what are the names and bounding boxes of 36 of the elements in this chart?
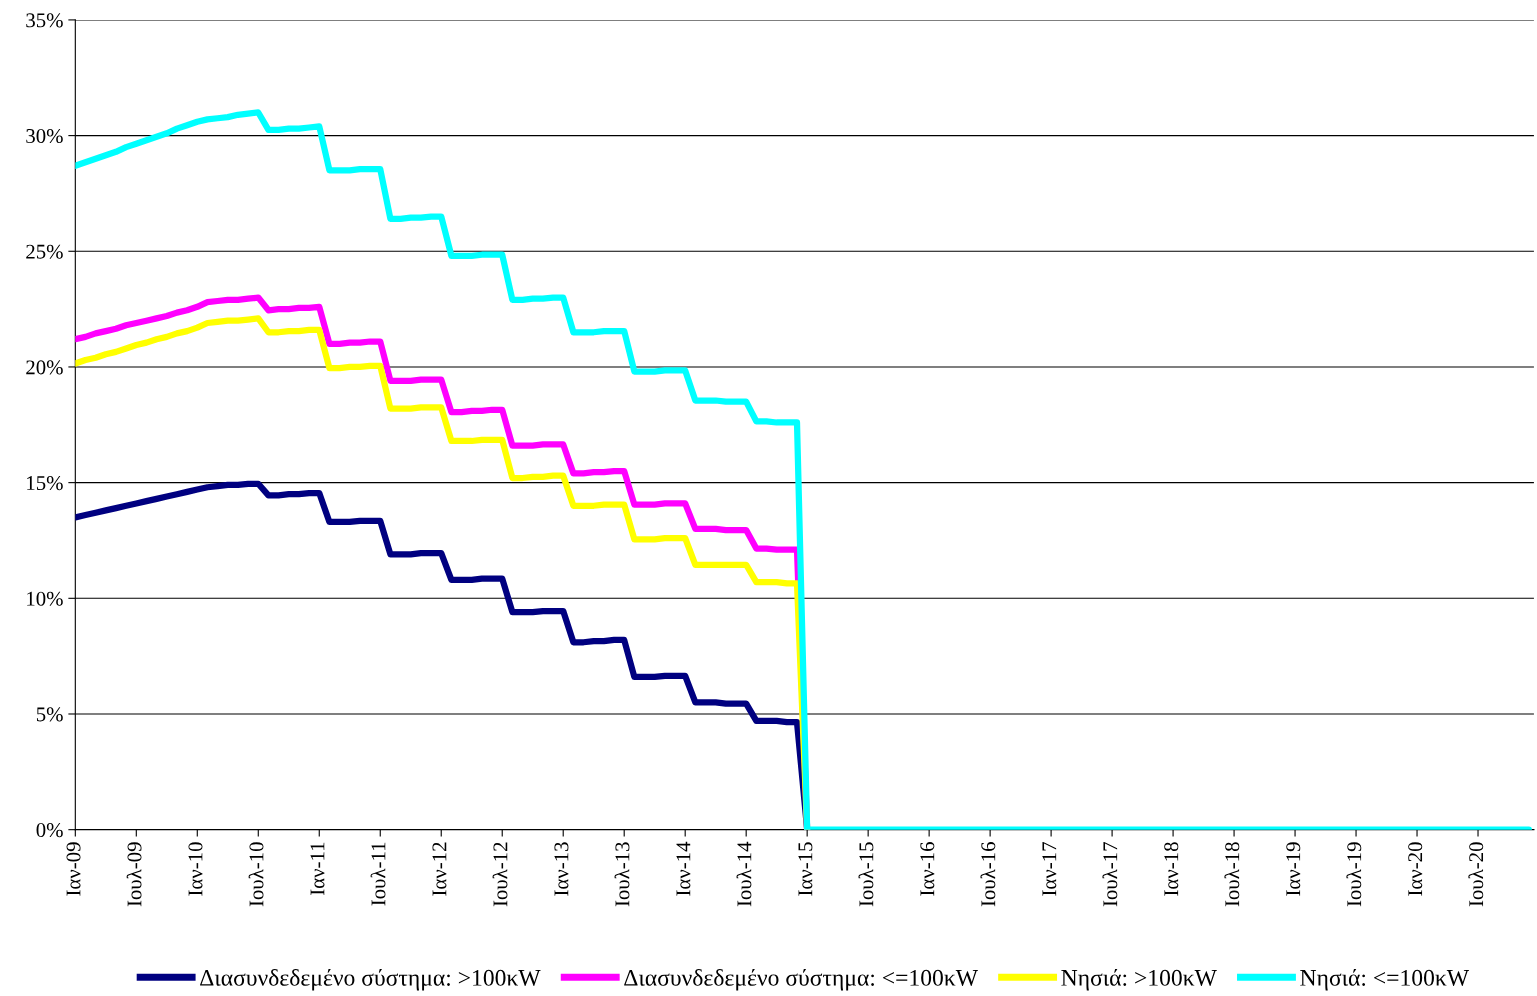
x-tick-label: Ιουλ-13 xyxy=(614,842,630,907)
legend-label: Διασυνδεδεμένο σύστημα: <=100κW xyxy=(624,968,978,991)
y-tick-label: 15% xyxy=(27,476,63,491)
x-tick-label: Ιουλ-14 xyxy=(736,841,752,907)
x-tick-label: Ιουλ-17 xyxy=(1102,842,1118,907)
y-tick-label: 35% xyxy=(26,13,63,28)
x-tick-label: Ιουλ-12 xyxy=(492,842,508,907)
x-tick-label: Ιαν-11 xyxy=(310,842,325,895)
legend-label: Νησιά: <=100κW xyxy=(1300,968,1470,991)
legend-label: Νησιά: >100κW xyxy=(1061,968,1217,991)
y-tick-label: 10% xyxy=(27,591,63,606)
x-tick-label: Ιαν-20 xyxy=(1408,842,1423,896)
legend-label: Διασυνδεδεμένο σύστημα: >100κW xyxy=(200,968,541,991)
x-tick-label: Ιαν-13 xyxy=(554,842,569,896)
y-tick-label: 0% xyxy=(36,823,63,838)
x-tick-label: Ιουλ-09 xyxy=(126,842,142,907)
x-tick-label: Ιουλ-18 xyxy=(1224,842,1240,907)
y-tick-label: 20% xyxy=(26,360,63,375)
x-tick-label: Ιαν-14 xyxy=(676,841,691,896)
x-tick-label: Ιαν-17 xyxy=(1042,842,1057,896)
x-tick-label: Ιουλ-20 xyxy=(1468,842,1484,907)
y-tick-label: 25% xyxy=(26,244,63,259)
x-tick-label: Ιαν-12 xyxy=(432,842,447,896)
x-tick-label: Ιαν-15 xyxy=(798,842,813,896)
x-tick-label: Ιουλ-15 xyxy=(858,842,874,907)
x-tick-label: Ιουλ-16 xyxy=(980,842,996,907)
x-tick-label: Ιαν-10 xyxy=(188,842,203,896)
x-tick-label: Ιουλ-19 xyxy=(1346,842,1362,907)
x-tick-label: Ιαν-18 xyxy=(1164,842,1179,896)
x-tick-label: Ιουλ-11 xyxy=(370,842,386,906)
x-tick-label: Ιαν-16 xyxy=(920,842,935,896)
y-tick-label: 5% xyxy=(36,707,63,722)
y-tick-label: 30% xyxy=(26,128,63,144)
x-tick-label: Ιαν-19 xyxy=(1286,842,1301,896)
x-tick-label: Ιαν-09 xyxy=(66,842,81,896)
x-tick-label: Ιουλ-10 xyxy=(248,842,264,907)
